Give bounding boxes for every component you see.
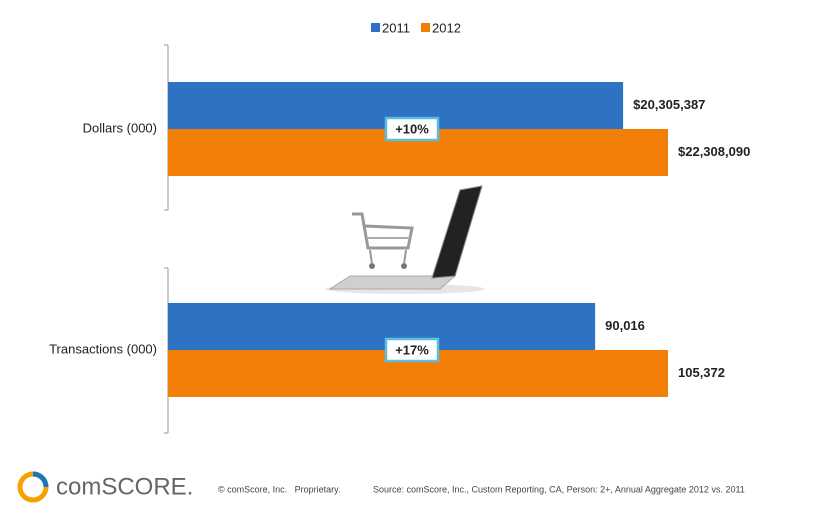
annotation: +17% [395, 342, 429, 357]
legend-swatch [421, 23, 430, 32]
copyright: © comScore, Inc. Proprietary. [218, 484, 341, 494]
category-label: Transactions (000) [49, 341, 157, 356]
value-label: 105,372 [678, 365, 725, 380]
bar [168, 303, 596, 350]
value-label: $20,305,387 [633, 97, 705, 112]
annotation: +10% [395, 121, 429, 136]
value-label: $22,308,090 [678, 144, 750, 159]
value-label: 90,016 [605, 318, 645, 333]
cart-laptop-illustration [325, 185, 485, 294]
legend-label: 2012 [432, 20, 461, 35]
annotation-box [384, 337, 440, 363]
category-label: Dollars (000) [83, 120, 157, 135]
logo-icon [17, 471, 49, 503]
legend-label: 2011 [382, 20, 410, 35]
annotation-box [384, 116, 440, 142]
legend-swatch [371, 23, 380, 32]
source-note: Source: comScore, Inc., Custom Reporting… [373, 484, 745, 494]
logo-text: comSCORE. [56, 473, 193, 500]
